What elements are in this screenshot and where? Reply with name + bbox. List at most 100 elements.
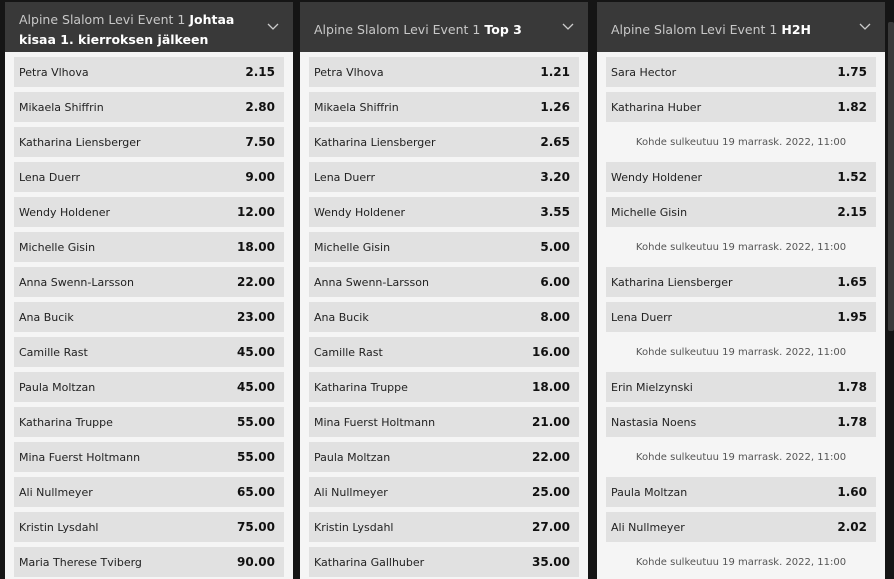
selection-row[interactable]: Erin Mielzynski 1.78 [606,372,876,402]
selection-row[interactable]: Katharina Truppe 18.00 [309,372,579,402]
selection-name: Michelle Gisin [611,205,688,219]
selection-row[interactable]: Ana Bucik 23.00 [14,302,284,332]
selection-odds: 55.00 [237,450,275,464]
selection-row[interactable]: Paula Moltzan 22.00 [309,442,579,472]
selection-odds: 25.00 [532,485,570,499]
selection-name: Katharina Liensberger [611,275,733,289]
selection-row[interactable]: Mikaela Shiffrin 2.80 [14,92,284,122]
chevron-down-icon[interactable] [560,18,576,34]
selection-row[interactable]: Katharina Gallhuber 35.00 [309,547,579,577]
selection-row[interactable]: Nastasia Noens 1.78 [606,407,876,437]
selection-row[interactable]: Ana Bucik 8.00 [309,302,579,332]
selection-name: Ana Bucik [19,310,74,324]
selection-name: Nastasia Noens [611,415,697,429]
selection-row[interactable]: Kristin Lysdahl 75.00 [14,512,284,542]
market-panel-h2h: Alpine Slalom Levi Event 1 H2H Sara Hect… [597,2,885,579]
selection-row[interactable]: Ali Nullmeyer 65.00 [14,477,284,507]
selection-row[interactable]: Camille Rast 16.00 [309,337,579,367]
selection-odds: 9.00 [245,170,275,184]
selection-name: Lena Duerr [611,310,672,324]
selection-name: Wendy Holdener [611,170,703,184]
scrollbar-thumb[interactable] [888,22,894,331]
selection-name: Camille Rast [314,345,383,359]
market-header[interactable]: Alpine Slalom Levi Event 1 Top 3 [300,2,588,52]
selection-name: Kristin Lysdahl [19,520,99,534]
selection-odds: 45.00 [237,380,275,394]
selection-name: Katharina Truppe [19,415,113,429]
selection-row[interactable]: Lena Duerr 9.00 [14,162,284,192]
selection-odds: 1.60 [837,485,867,499]
selection-name: Katharina Liensberger [314,135,436,149]
selection-odds: 3.20 [540,170,570,184]
selection-name: Erin Mielzynski [611,380,693,394]
market-header[interactable]: Alpine Slalom Levi Event 1 Johtaa kisaa … [5,2,293,52]
selection-row[interactable]: Wendy Holdener 12.00 [14,197,284,227]
selection-row[interactable]: Ali Nullmeyer 25.00 [309,477,579,507]
selection-row[interactable]: Katharina Liensberger 7.50 [14,127,284,157]
selection-name: Mikaela Shiffrin [19,100,104,114]
selection-odds: 1.78 [837,380,867,394]
selection-name: Mina Fuerst Holtmann [314,415,436,429]
selection-row[interactable]: Katharina Liensberger 1.65 [606,267,876,297]
selection-row[interactable]: Camille Rast 45.00 [14,337,284,367]
selection-name: Katharina Gallhuber [314,555,425,569]
selection-row[interactable]: Wendy Holdener 1.52 [606,162,876,192]
selection-row[interactable]: Mina Fuerst Holtmann 55.00 [14,442,284,472]
selection-name: Katharina Truppe [314,380,408,394]
selection-row[interactable]: Lena Duerr 1.95 [606,302,876,332]
selection-odds: 1.65 [837,275,867,289]
selection-row[interactable]: Katharina Truppe 55.00 [14,407,284,437]
selection-odds: 18.00 [532,380,570,394]
market-close-note: Kohde sulkeutuu 19 marrask. 2022, 11:00 [635,136,847,148]
selection-row[interactable]: Paula Moltzan 1.60 [606,477,876,507]
selection-odds: 5.00 [540,240,570,254]
selection-name: Mina Fuerst Holtmann [19,450,141,464]
selection-odds: 1.21 [540,65,570,79]
selection-odds: 27.00 [532,520,570,534]
selection-name: Katharina Huber [611,100,702,114]
selection-odds: 55.00 [237,415,275,429]
selection-row[interactable]: Ali Nullmeyer 2.02 [606,512,876,542]
selection-row[interactable]: Anna Swenn-Larsson 6.00 [309,267,579,297]
selection-odds: 6.00 [540,275,570,289]
selection-name: Sara Hector [611,65,677,79]
selection-name: Paula Moltzan [314,450,391,464]
selection-row[interactable]: Paula Moltzan 45.00 [14,372,284,402]
selection-odds: 1.52 [837,170,867,184]
selection-row[interactable]: Katharina Huber 1.82 [606,92,876,122]
selection-odds: 90.00 [237,555,275,569]
selection-row[interactable]: Mina Fuerst Holtmann 21.00 [309,407,579,437]
selection-row[interactable]: Michelle Gisin 2.15 [606,197,876,227]
chevron-down-icon[interactable] [857,18,873,34]
selection-row[interactable]: Wendy Holdener 3.55 [309,197,579,227]
selection-odds: 22.00 [237,275,275,289]
selection-row[interactable]: Petra Vlhova 1.21 [309,57,579,87]
selection-odds: 18.00 [237,240,275,254]
selection-row[interactable]: Anna Swenn-Larsson 22.00 [14,267,284,297]
selection-odds: 8.00 [540,310,570,324]
selection-name: Ali Nullmeyer [19,485,93,499]
selection-name: Maria Therese Tviberg [19,555,142,569]
selection-odds: 1.26 [540,100,570,114]
market-panel-leader-after-run-1: Alpine Slalom Levi Event 1 Johtaa kisaa … [5,2,293,579]
selection-row[interactable]: Mikaela Shiffrin 1.26 [309,92,579,122]
market-title: Alpine Slalom Levi Event 1 Top 3 [314,21,522,37]
market-close-note: Kohde sulkeutuu 19 marrask. 2022, 11:00 [635,346,847,358]
selection-row[interactable]: Michelle Gisin 18.00 [14,232,284,262]
selection-odds: 45.00 [237,345,275,359]
chevron-down-icon[interactable] [265,18,281,34]
market-close-note: Kohde sulkeutuu 19 marrask. 2022, 11:00 [635,556,847,568]
selection-row[interactable]: Kristin Lysdahl 27.00 [309,512,579,542]
selection-odds: 23.00 [237,310,275,324]
selection-row[interactable]: Katharina Liensberger 2.65 [309,127,579,157]
selection-row[interactable]: Michelle Gisin 5.00 [309,232,579,262]
selection-name: Lena Duerr [19,170,80,184]
market-header[interactable]: Alpine Slalom Levi Event 1 H2H [597,2,885,52]
selection-name: Lena Duerr [314,170,375,184]
selection-row[interactable]: Lena Duerr 3.20 [309,162,579,192]
selection-row[interactable]: Petra Vlhova 2.15 [14,57,284,87]
selection-name: Camille Rast [19,345,88,359]
selection-row[interactable]: Maria Therese Tviberg 90.00 [14,547,284,577]
selection-row[interactable]: Sara Hector 1.75 [606,57,876,87]
selection-name: Wendy Holdener [19,205,111,219]
